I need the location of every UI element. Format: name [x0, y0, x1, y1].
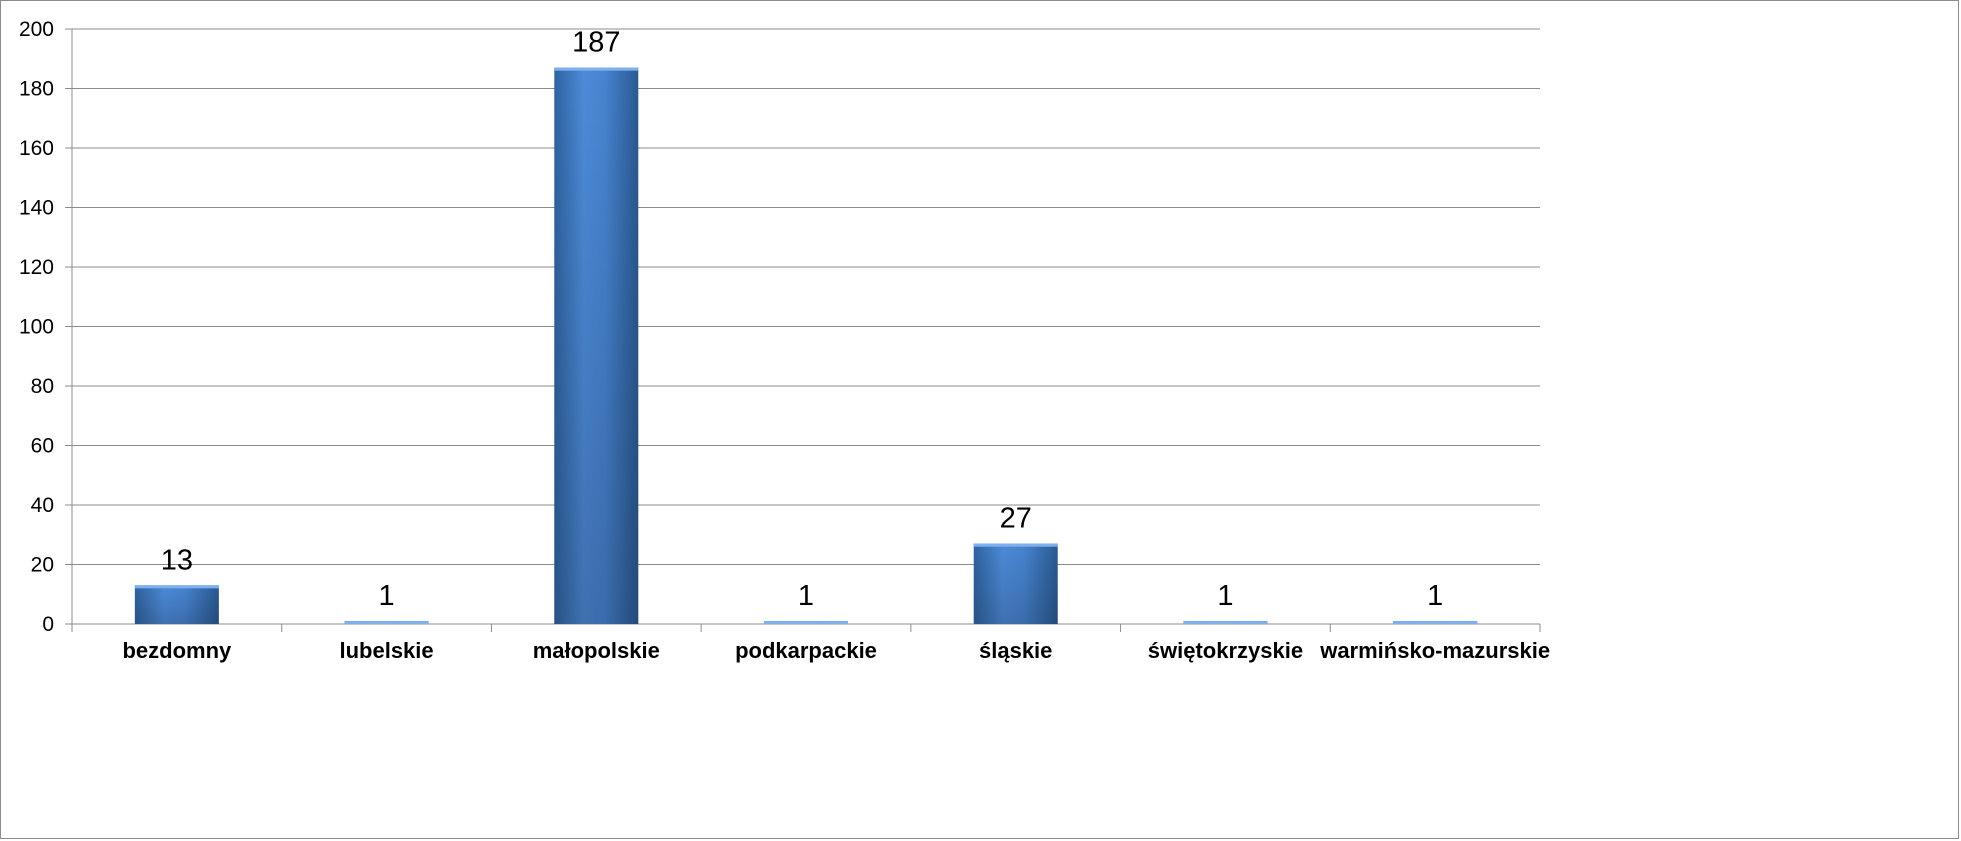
bar-shade — [973, 543, 1058, 624]
x-tick-label: świętokrzyskie — [1148, 638, 1303, 663]
bar-top-highlight — [1393, 621, 1478, 624]
y-tick-label: 200 — [19, 18, 54, 41]
y-tick-label: 80 — [31, 375, 54, 398]
y-tick-label: 140 — [19, 197, 54, 220]
y-tick-label: 40 — [31, 494, 54, 517]
x-axis-tick-labels: bezdomny lubelskie małopolskie podkarpackie… — [122, 638, 1550, 663]
bar — [764, 621, 848, 624]
gridlines — [72, 28, 1540, 565]
y-tick-label: 120 — [19, 256, 54, 279]
y-tick-label: 60 — [31, 435, 54, 458]
data-labels: 13 1 187 1 27 1 1 — [161, 27, 1443, 612]
bar — [1393, 621, 1478, 624]
x-tick-label: bezdomny — [122, 638, 232, 663]
y-tick-label: 0 — [42, 613, 54, 636]
bar — [344, 621, 429, 624]
bar-top-highlight — [764, 621, 848, 624]
data-label: 13 — [161, 544, 193, 576]
bars — [134, 67, 1478, 625]
x-tick-label: małopolskie — [533, 638, 660, 663]
data-label: 1 — [798, 580, 814, 612]
bar-top-highlight — [554, 67, 639, 71]
data-label: 187 — [572, 27, 620, 59]
data-label: 1 — [1217, 580, 1233, 612]
bar-shade — [554, 67, 639, 625]
bar — [134, 585, 219, 624]
bar-shade — [134, 585, 219, 624]
bar-top-highlight — [1183, 621, 1268, 624]
x-tick-label: śląskie — [979, 638, 1052, 663]
x-tick-label: lubelskie — [339, 638, 433, 663]
y-tick-label: 20 — [31, 554, 54, 577]
y-axis-tick-labels: 0 20 40 60 80 100 120 140 160 180 200 — [19, 18, 54, 636]
data-label: 1 — [379, 580, 395, 612]
data-label: 1 — [1427, 580, 1443, 612]
bar-top-highlight — [973, 543, 1058, 547]
bar — [554, 67, 639, 625]
y-tick-label: 180 — [19, 78, 54, 101]
bar — [1183, 621, 1268, 624]
x-tick-label: podkarpackie — [735, 638, 877, 663]
x-tick-label: warmińsko-mazurskie — [1319, 638, 1550, 663]
axes — [65, 28, 1541, 632]
y-tick-label: 160 — [19, 137, 54, 160]
bar-top-highlight — [134, 585, 219, 589]
bar-top-highlight — [344, 621, 429, 624]
y-tick-label: 100 — [19, 316, 54, 339]
bar — [973, 543, 1058, 624]
data-label: 27 — [1000, 503, 1032, 535]
